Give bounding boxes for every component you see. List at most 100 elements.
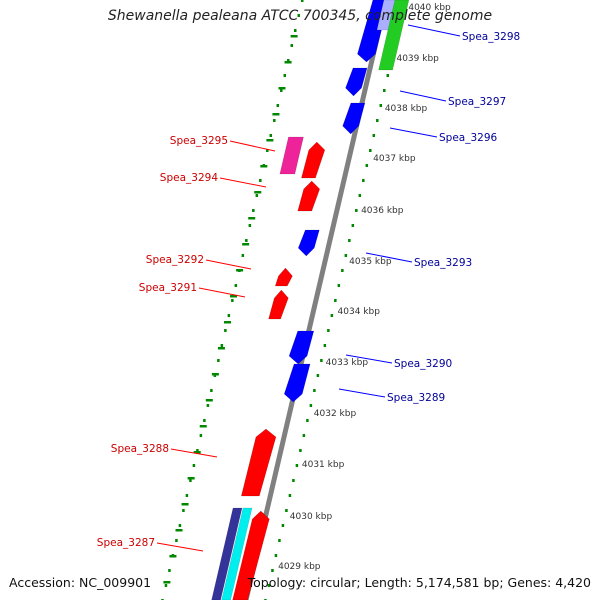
ruler-dash [236, 269, 244, 272]
leader-line [389, 127, 438, 138]
gene-forward[interactable] [297, 180, 321, 212]
tick-label: 4032 kbp [314, 409, 357, 419]
topology-summary: Topology: circular; Length: 5,174,581 bp… [247, 575, 591, 590]
ruler-dot [379, 104, 383, 107]
ruler-dot [297, 14, 301, 17]
ruler-dash [230, 295, 238, 298]
gene-label-left[interactable]: Spea_3294 [160, 172, 219, 184]
gene-label-left[interactable]: Spea_3292 [146, 254, 204, 266]
ruler-dot [276, 104, 280, 107]
ruler-dot [280, 89, 283, 92]
ruler-dot [376, 119, 379, 122]
ruler-dot [302, 434, 306, 437]
gene-reverse[interactable] [288, 330, 315, 365]
gene-reverse[interactable] [283, 363, 311, 403]
ruler-dot [252, 209, 255, 212]
ruler-dot [285, 509, 288, 512]
ruler-dot [267, 584, 271, 587]
gene-label-left[interactable]: Spea_3288 [111, 443, 169, 455]
ruler-dash [223, 321, 231, 324]
ruler-dot [269, 134, 273, 137]
ruler-dash [217, 347, 225, 350]
gene-feature-pink[interactable] [279, 136, 304, 175]
ruler-dash [199, 425, 207, 428]
gene-label-right[interactable]: Spea_3297 [448, 96, 506, 108]
gene-reverse[interactable] [342, 102, 366, 135]
ruler-dot [175, 539, 178, 542]
gene-label-left[interactable]: Spea_3291 [139, 282, 197, 294]
accession-label: Accession: NC_009901 [9, 575, 152, 590]
gene-labels: Spea_3298 Spea_3297 Spea_3296 Spea_3293 Spea… [97, 31, 520, 549]
ruler-dot [299, 449, 302, 452]
ruler-dot [355, 209, 358, 212]
leader-line [399, 90, 447, 102]
ruler-dot [372, 134, 376, 137]
leader-line [229, 140, 276, 152]
gene-label-right[interactable]: Spea_3289 [387, 392, 445, 404]
ruler-dot [365, 164, 369, 167]
ruler-dot [203, 419, 206, 422]
leader-line [365, 252, 413, 263]
tick-label: 4033 kbp [326, 358, 369, 368]
gene-label-left[interactable]: Spea_3287 [97, 537, 155, 549]
ruler-dot [316, 374, 320, 377]
ruler-dash [266, 139, 274, 142]
ruler-dot [341, 269, 344, 272]
ruler-dot [248, 224, 252, 227]
ruler-dot [294, 29, 297, 32]
ruler-dot [259, 179, 262, 182]
ruler-dot [313, 389, 316, 392]
ruler-dash [205, 399, 213, 402]
leader-line [198, 287, 246, 298]
gene-label-right[interactable]: Spea_3293 [414, 257, 472, 269]
tick-label: 4037 kbp [373, 154, 416, 164]
ruler-dot [362, 179, 365, 182]
ruler-dash [284, 61, 292, 64]
ruler-dash [193, 451, 201, 454]
ruler-dash [272, 113, 280, 116]
gene-feature-green[interactable] [378, 0, 410, 71]
ruler-dot [320, 359, 323, 362]
leader-line [345, 354, 393, 364]
ruler-dot [182, 509, 185, 512]
gene-reverse[interactable] [345, 67, 368, 97]
gene-forward[interactable] [241, 428, 277, 497]
gene-label-left[interactable]: Spea_3295 [170, 135, 228, 147]
ruler-dot [383, 89, 386, 92]
leader-line [219, 177, 267, 188]
ruler-dot [245, 239, 248, 242]
gene-reverse[interactable] [297, 229, 320, 257]
ruler-dot [220, 344, 224, 347]
ruler-dot [274, 554, 278, 557]
gene-forward[interactable] [274, 267, 293, 287]
gene-forward[interactable] [268, 289, 289, 320]
ruler-dash [181, 503, 189, 506]
gene-features [211, 0, 410, 601]
ruler-dash [290, 35, 298, 38]
ruler-dot [199, 434, 203, 437]
leader-line [338, 388, 386, 398]
tick-label: 4039 kbp [396, 54, 439, 64]
ruler-dash [248, 217, 256, 220]
gene-label-right[interactable]: Spea_3298 [462, 31, 520, 43]
ruler-dash [254, 191, 262, 194]
ruler-dot [348, 239, 351, 242]
ruler-dot [334, 299, 337, 302]
ruler-dot [185, 494, 189, 497]
tick-label: 4035 kbp [349, 257, 392, 267]
gene-label-right[interactable]: Spea_3296 [439, 132, 498, 144]
map-title: Shewanella pealeana ATCC 700345, complet… [107, 8, 493, 24]
ruler-dot [283, 74, 287, 77]
ruler-dash [163, 581, 171, 584]
ruler-dot [281, 524, 285, 527]
ruler-dash [169, 555, 177, 558]
gene-forward[interactable] [301, 141, 326, 179]
ruler-dot [323, 344, 327, 347]
ruler-dot [241, 254, 245, 257]
leader-line [170, 448, 218, 458]
tick-label: 4040 kbp [408, 3, 451, 13]
gene-label-right[interactable]: Spea_3290 [394, 358, 452, 370]
tick-label: 4030 kbp [290, 512, 333, 522]
